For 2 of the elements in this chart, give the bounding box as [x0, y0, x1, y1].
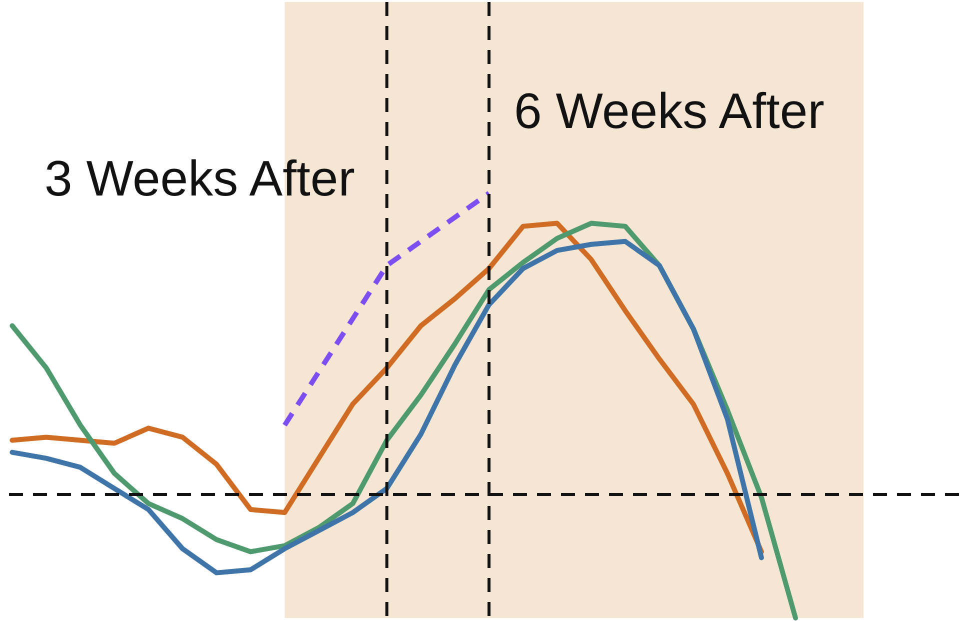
text: 6 Weeks After: [514, 82, 824, 139]
annotation: 3 Weeks After: [44, 150, 355, 207]
